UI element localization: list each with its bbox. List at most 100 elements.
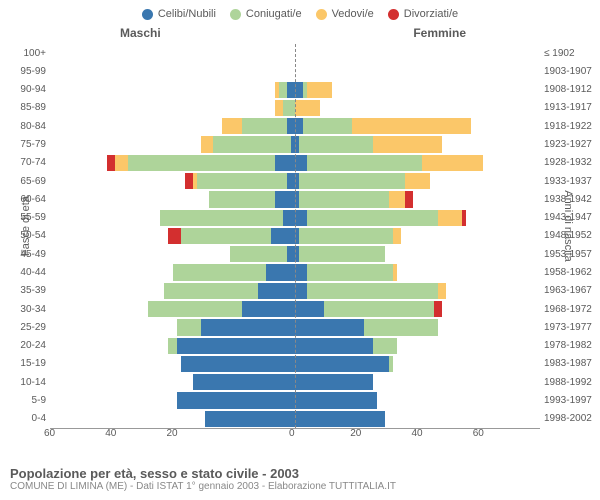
age-tick: 95-99 <box>4 62 50 80</box>
age-axis: 100+95-9990-9485-8980-8475-7970-7465-696… <box>4 44 50 428</box>
bar-segment <box>405 173 430 189</box>
bar-segment <box>299 173 405 189</box>
birth-tick: 1968-1972 <box>544 300 598 318</box>
female-bar <box>295 44 540 62</box>
age-tick: 80-84 <box>4 117 50 135</box>
bar-segment <box>242 301 295 317</box>
bar-segment <box>279 82 287 98</box>
legend-dot-icon <box>388 9 399 20</box>
male-bar <box>50 373 295 391</box>
legend-item: Coniugati/e <box>230 8 302 20</box>
birth-tick: 1923-1927 <box>544 135 598 153</box>
bar-segment <box>266 264 295 280</box>
male-bar <box>50 135 295 153</box>
birth-tick: 1913-1917 <box>544 99 598 117</box>
bar-segment <box>275 100 283 116</box>
bar-segment <box>181 228 271 244</box>
bar-segment <box>295 356 389 372</box>
age-tick: 5-9 <box>4 391 50 409</box>
bar-segment <box>307 82 332 98</box>
bar-segment <box>462 210 466 226</box>
birth-tick: 1948-1952 <box>544 227 598 245</box>
birth-tick: 1973-1977 <box>544 318 598 336</box>
male-bar <box>50 263 295 281</box>
male-bar <box>50 318 295 336</box>
birth-tick: 1983-1987 <box>544 355 598 373</box>
male-bar <box>50 62 295 80</box>
bar-segment <box>393 228 401 244</box>
female-bar <box>295 391 540 409</box>
female-bar <box>295 154 540 172</box>
male-bar <box>50 190 295 208</box>
bar-segment <box>193 374 295 390</box>
bar-segment <box>299 191 389 207</box>
bar-segment <box>287 246 295 262</box>
bar-segment <box>307 283 438 299</box>
bar-segment <box>201 136 213 152</box>
bar-segment <box>295 283 307 299</box>
age-tick: 40-44 <box>4 263 50 281</box>
chart-legend: Celibi/NubiliConiugati/eVedovi/eDivorzia… <box>0 0 600 20</box>
age-tick: 15-19 <box>4 355 50 373</box>
female-bar <box>295 318 540 336</box>
bar-segment <box>222 118 242 134</box>
bar-segment <box>128 155 275 171</box>
bar-segment <box>107 155 115 171</box>
female-bar <box>295 263 540 281</box>
female-bar <box>295 245 540 263</box>
bar-segment <box>389 191 405 207</box>
bar-segment <box>295 301 324 317</box>
bar-segment <box>177 392 295 408</box>
bar-segment <box>115 155 127 171</box>
age-tick: 70-74 <box>4 154 50 172</box>
female-bar <box>295 410 540 428</box>
male-bar <box>50 99 295 117</box>
bar-segment <box>197 173 287 189</box>
bar-segment <box>434 301 442 317</box>
male-bar <box>50 209 295 227</box>
female-bar <box>295 117 540 135</box>
birth-tick: 1988-1992 <box>544 373 598 391</box>
male-label: Maschi <box>120 26 161 40</box>
bar-segment <box>201 319 295 335</box>
legend-label: Celibi/Nubili <box>158 8 216 20</box>
female-bar <box>295 135 540 153</box>
female-bar <box>295 99 540 117</box>
bar-segment <box>373 338 398 354</box>
bar-segment <box>389 356 393 372</box>
female-bar <box>295 355 540 373</box>
male-bar <box>50 172 295 190</box>
bar-segment <box>295 264 307 280</box>
bar-segment <box>287 118 295 134</box>
bar-segment <box>438 283 446 299</box>
birth-tick: 1903-1907 <box>544 62 598 80</box>
bar-segment <box>181 356 295 372</box>
chart-footer: Popolazione per età, sesso e stato civil… <box>10 466 590 492</box>
bar-segment <box>307 155 421 171</box>
female-bar <box>295 81 540 99</box>
bar-segment <box>230 246 287 262</box>
bar-segment <box>287 173 295 189</box>
legend-dot-icon <box>142 9 153 20</box>
age-tick: 50-54 <box>4 227 50 245</box>
bar-segment <box>242 118 287 134</box>
female-bar <box>295 300 540 318</box>
bar-segment <box>295 319 364 335</box>
legend-dot-icon <box>230 9 241 20</box>
bar-segment <box>275 155 295 171</box>
age-tick: 60-64 <box>4 190 50 208</box>
birth-tick: 1978-1982 <box>544 337 598 355</box>
bar-segment <box>275 191 295 207</box>
birth-tick: 1928-1932 <box>544 154 598 172</box>
female-bar <box>295 190 540 208</box>
bar-segment <box>295 338 373 354</box>
birth-axis: ≤ 19021903-19071908-19121913-19171918-19… <box>540 44 598 428</box>
bar-segment <box>295 411 385 427</box>
bar-segment <box>295 210 307 226</box>
male-bar <box>50 81 295 99</box>
age-tick: 0-4 <box>4 410 50 428</box>
bar-segment <box>352 118 470 134</box>
male-bar <box>50 355 295 373</box>
chart-area: Maschi Femmine 100+95-9990-9485-8980-847… <box>50 44 540 428</box>
female-bar <box>295 282 540 300</box>
